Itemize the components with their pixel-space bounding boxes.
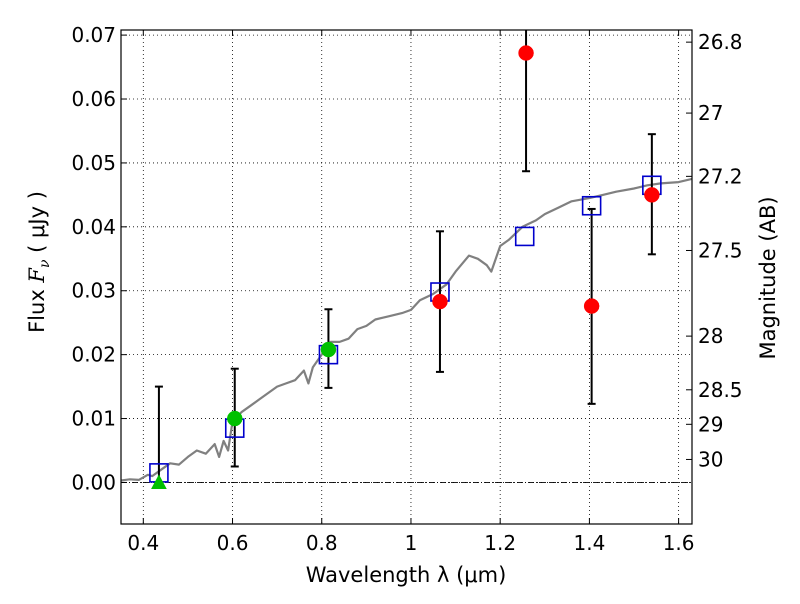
upper-limit-triangle xyxy=(151,474,167,489)
y-tick-label: 0.05 xyxy=(71,151,116,175)
y2-tick-label: 29 xyxy=(698,412,723,436)
y2-axis-title: Magnitude (AB) xyxy=(756,196,780,359)
y-tick-label: 0.03 xyxy=(71,279,116,303)
observed-flux-point xyxy=(227,410,243,427)
x-tick-label: 0.8 xyxy=(306,531,338,555)
x-tick-label: 1.4 xyxy=(573,531,605,555)
y-axis-title-prefix: Flux xyxy=(25,283,49,333)
tick-layer: 0.4 0.6 0.8 1 1.2 1.4 1.6 0.00 0.01 0.02 0.03 0.04 0… xyxy=(71,23,742,555)
x-tick-label: 1.2 xyxy=(484,531,516,555)
y-tick-label: 0.04 xyxy=(71,215,116,239)
grid-layer xyxy=(121,30,692,524)
y2-tick-label: 27.2 xyxy=(698,164,743,188)
y-axis-title-symbol: F xyxy=(25,267,49,284)
observed-flux-point xyxy=(432,293,448,310)
y-tick-label: 0.01 xyxy=(71,407,116,431)
y-tick-label: 0.02 xyxy=(71,343,116,367)
y-tick-label: 0.07 xyxy=(71,23,116,47)
y2-tick-label: 30 xyxy=(698,447,723,471)
y-tick-label: 0.06 xyxy=(71,87,116,111)
y-axis-title-suffix: ( μJy ) xyxy=(25,191,49,259)
model-flux-square xyxy=(581,195,602,216)
observed-flux-point xyxy=(583,298,600,314)
x-tick-label: 1 xyxy=(405,531,418,555)
plot-frame xyxy=(120,29,693,525)
y2-tick-label: 26.8 xyxy=(698,30,743,54)
observed-flux-point xyxy=(320,341,337,358)
x-tick-label: 1.6 xyxy=(663,531,695,555)
model-spectrum-line xyxy=(121,177,692,482)
y-axis-title-subscript: ν xyxy=(37,259,53,268)
y-axis-title: Flux Fν ( μJy ) xyxy=(25,191,53,333)
x-tick-label: 0.6 xyxy=(217,531,249,555)
y2-tick-label: 27 xyxy=(698,101,723,125)
observed-flux-point xyxy=(518,45,534,61)
y2-tick-label: 28 xyxy=(698,324,723,348)
marker-layer xyxy=(149,30,662,489)
x-tick-label: 0.4 xyxy=(127,531,159,555)
observed-flux-point xyxy=(644,187,660,203)
y2-tick-label: 28.5 xyxy=(698,378,743,402)
y-tick-label: 0.00 xyxy=(71,470,116,494)
model-layer xyxy=(121,177,692,482)
model-flux-square xyxy=(514,226,535,247)
y2-tick-label: 27.5 xyxy=(698,238,743,262)
x-axis-title: Wavelength λ (μm) xyxy=(306,563,507,587)
